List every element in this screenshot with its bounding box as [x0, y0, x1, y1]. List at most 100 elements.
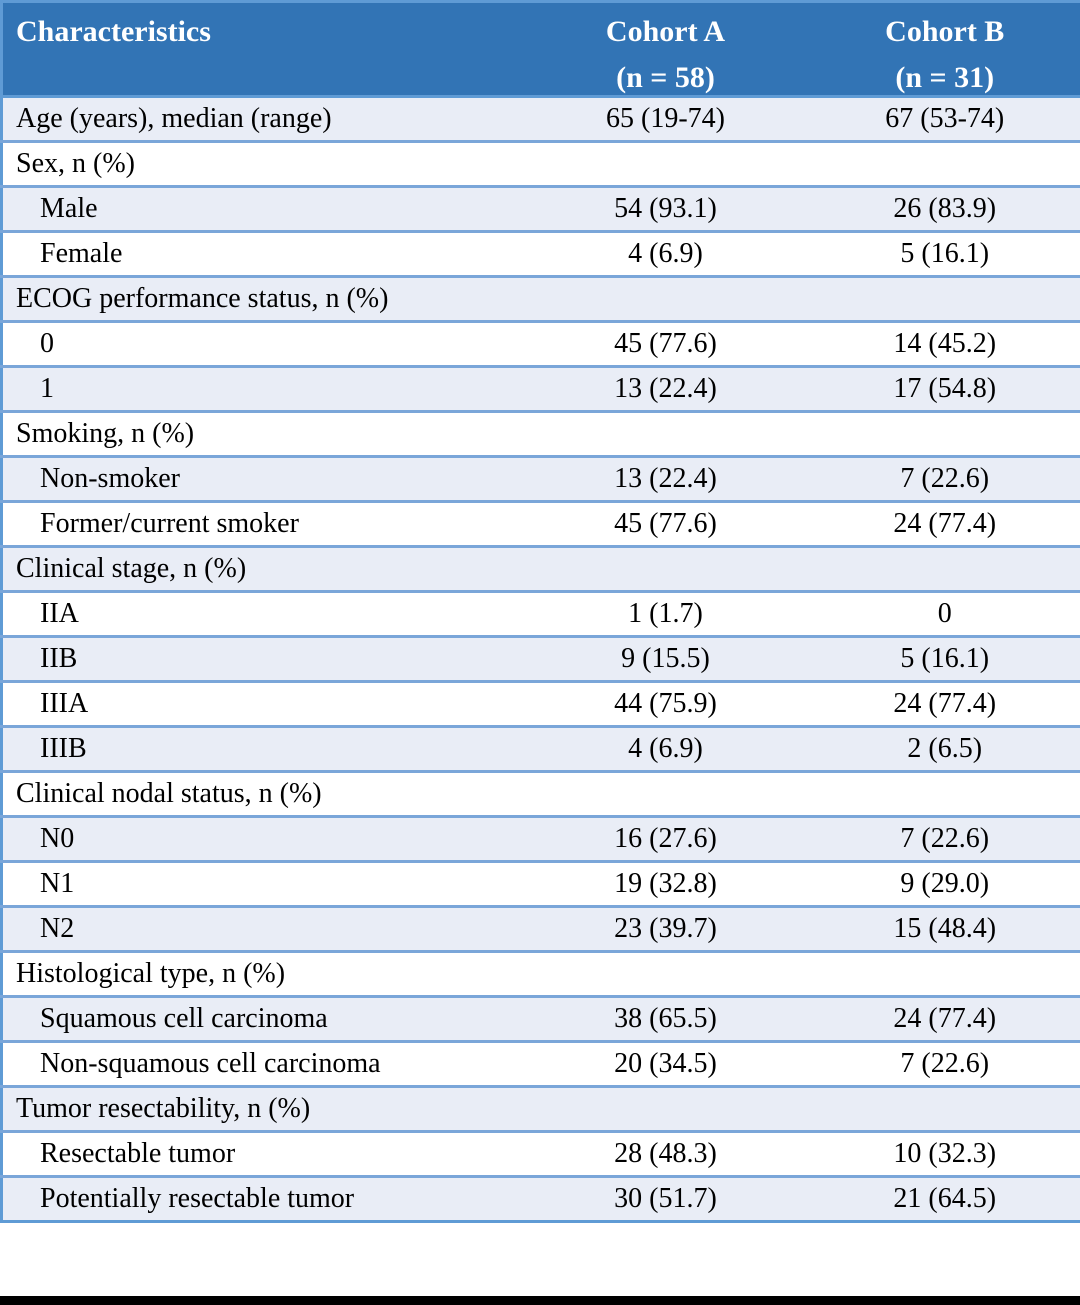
table-row: Non-squamous cell carcinoma 20 (34.5) 7 (2…	[1, 1040, 1080, 1087]
row-label: Former/current smoker	[1, 500, 522, 547]
row-label: Potentially resectable tumor	[1, 1175, 522, 1222]
header-characteristics: Characteristics	[1, 0, 522, 98]
row-label: Female	[1, 230, 522, 277]
table-row: IIIB 4 (6.9) 2 (6.5)	[1, 725, 1080, 772]
table-row: Histological type, n (%)	[1, 950, 1080, 997]
row-label: 0	[1, 320, 522, 367]
row-label: Smoking, n (%)	[1, 410, 522, 457]
row-label: Tumor resectability, n (%)	[1, 1085, 522, 1132]
cohort-a-value	[521, 410, 810, 457]
cohort-b-value	[809, 1085, 1080, 1132]
table-row: Smoking, n (%)	[1, 410, 1080, 457]
row-label: ECOG performance status, n (%)	[1, 275, 522, 322]
cohort-a-value: 54 (93.1)	[521, 185, 810, 232]
cohort-b-value: 17 (54.8)	[809, 365, 1080, 412]
cohort-b-value: 2 (6.5)	[809, 725, 1080, 772]
table-row: N1 19 (32.8) 9 (29.0)	[1, 860, 1080, 907]
cohort-b-value: 5 (16.1)	[809, 230, 1080, 277]
table-header-row: Characteristics Cohort A (n = 58) Cohort…	[1, 0, 1080, 98]
cohort-b-value: 24 (77.4)	[809, 680, 1080, 727]
table-row: 0 45 (77.6) 14 (45.2)	[1, 320, 1080, 367]
table-row: Female 4 (6.9) 5 (16.1)	[1, 230, 1080, 277]
cohort-b-value: 5 (16.1)	[809, 635, 1080, 682]
table-row: IIIA 44 (75.9) 24 (77.4)	[1, 680, 1080, 727]
cohort-a-value: 1 (1.7)	[521, 590, 810, 637]
row-label: N1	[1, 860, 522, 907]
row-label: Squamous cell carcinoma	[1, 995, 522, 1042]
cohort-a-value: 45 (77.6)	[521, 500, 810, 547]
table-row: Clinical stage, n (%)	[1, 545, 1080, 592]
cohort-a-value	[521, 140, 810, 187]
table-row: Resectable tumor 28 (48.3) 10 (32.3)	[1, 1130, 1080, 1177]
table-row: Potentially resectable tumor 30 (51.7) 21 …	[1, 1175, 1080, 1222]
header-cohort-a-n: (n = 58)	[616, 61, 715, 94]
cohort-a-value	[521, 950, 810, 997]
table-row: Sex, n (%)	[1, 140, 1080, 187]
row-label: Sex, n (%)	[1, 140, 522, 187]
table-row: IIA 1 (1.7) 0	[1, 590, 1080, 637]
cohort-a-value: 65 (19-74)	[521, 95, 810, 142]
cohort-b-value: 7 (22.6)	[809, 455, 1080, 502]
cohort-b-value: 24 (77.4)	[809, 995, 1080, 1042]
cohort-b-value	[809, 950, 1080, 997]
table-row: Squamous cell carcinoma 38 (65.5) 24 (77.4…	[1, 995, 1080, 1042]
header-cohort-a: Cohort A (n = 58)	[521, 0, 810, 98]
table-row: IIB 9 (15.5) 5 (16.1)	[1, 635, 1080, 682]
cohort-b-value: 14 (45.2)	[809, 320, 1080, 367]
header-cohort-b-n: (n = 31)	[895, 61, 995, 94]
cohort-b-value: 10 (32.3)	[809, 1130, 1080, 1177]
cohort-b-value: 7 (22.6)	[809, 815, 1080, 862]
header-cohort-b: Cohort B (n = 31)	[809, 0, 1080, 98]
row-label: Non-smoker	[1, 455, 522, 502]
cohort-b-value: 7 (22.6)	[809, 1040, 1080, 1087]
cohort-a-value: 9 (15.5)	[521, 635, 810, 682]
cohort-a-value: 30 (51.7)	[521, 1175, 810, 1222]
cohort-b-value	[809, 275, 1080, 322]
row-label: Non-squamous cell carcinoma	[1, 1040, 522, 1087]
header-cohort-b-name: Cohort B	[885, 15, 1005, 48]
table-row: 1 13 (22.4) 17 (54.8)	[1, 365, 1080, 412]
cohort-b-value	[809, 770, 1080, 817]
row-label: N2	[1, 905, 522, 952]
cohort-b-value: 21 (64.5)	[809, 1175, 1080, 1222]
cohort-b-value	[809, 140, 1080, 187]
cohort-a-value: 13 (22.4)	[521, 455, 810, 502]
row-label: IIB	[1, 635, 522, 682]
cohort-a-value	[521, 545, 810, 592]
row-label: IIIA	[1, 680, 522, 727]
cohort-b-value: 67 (53-74)	[809, 95, 1080, 142]
table-row: ECOG performance status, n (%)	[1, 275, 1080, 322]
cohort-a-value: 44 (75.9)	[521, 680, 810, 727]
cohort-a-value	[521, 275, 810, 322]
cohort-a-value	[521, 770, 810, 817]
row-label: Resectable tumor	[1, 1130, 522, 1177]
row-label: Male	[1, 185, 522, 232]
cohort-b-value: 26 (83.9)	[809, 185, 1080, 232]
table-row: Non-smoker 13 (22.4) 7 (22.6)	[1, 455, 1080, 502]
row-label: Clinical stage, n (%)	[1, 545, 522, 592]
cohort-a-value: 38 (65.5)	[521, 995, 810, 1042]
row-label: Clinical nodal status, n (%)	[1, 770, 522, 817]
table-body: Age (years), median (range) 65 (19-74) 67 …	[1, 95, 1080, 1222]
characteristics-table: Characteristics Cohort A (n = 58) Cohort…	[0, 0, 1080, 1223]
table-row: Tumor resectability, n (%)	[1, 1085, 1080, 1132]
row-label: IIIB	[1, 725, 522, 772]
cohort-a-value: 45 (77.6)	[521, 320, 810, 367]
row-label: IIA	[1, 590, 522, 637]
table-row: Age (years), median (range) 65 (19-74) 67 …	[1, 95, 1080, 142]
table-row: N0 16 (27.6) 7 (22.6)	[1, 815, 1080, 862]
cohort-a-value: 20 (34.5)	[521, 1040, 810, 1087]
cohort-a-value: 19 (32.8)	[521, 860, 810, 907]
cohort-a-value: 23 (39.7)	[521, 905, 810, 952]
cohort-a-value: 28 (48.3)	[521, 1130, 810, 1177]
bottom-black-bar	[0, 1296, 1080, 1305]
cohort-a-value: 16 (27.6)	[521, 815, 810, 862]
cohort-b-value	[809, 545, 1080, 592]
cohort-b-value: 15 (48.4)	[809, 905, 1080, 952]
cohort-a-value	[521, 1085, 810, 1132]
cohort-a-value: 13 (22.4)	[521, 365, 810, 412]
table-row: N2 23 (39.7) 15 (48.4)	[1, 905, 1080, 952]
cohort-b-value: 0	[809, 590, 1080, 637]
